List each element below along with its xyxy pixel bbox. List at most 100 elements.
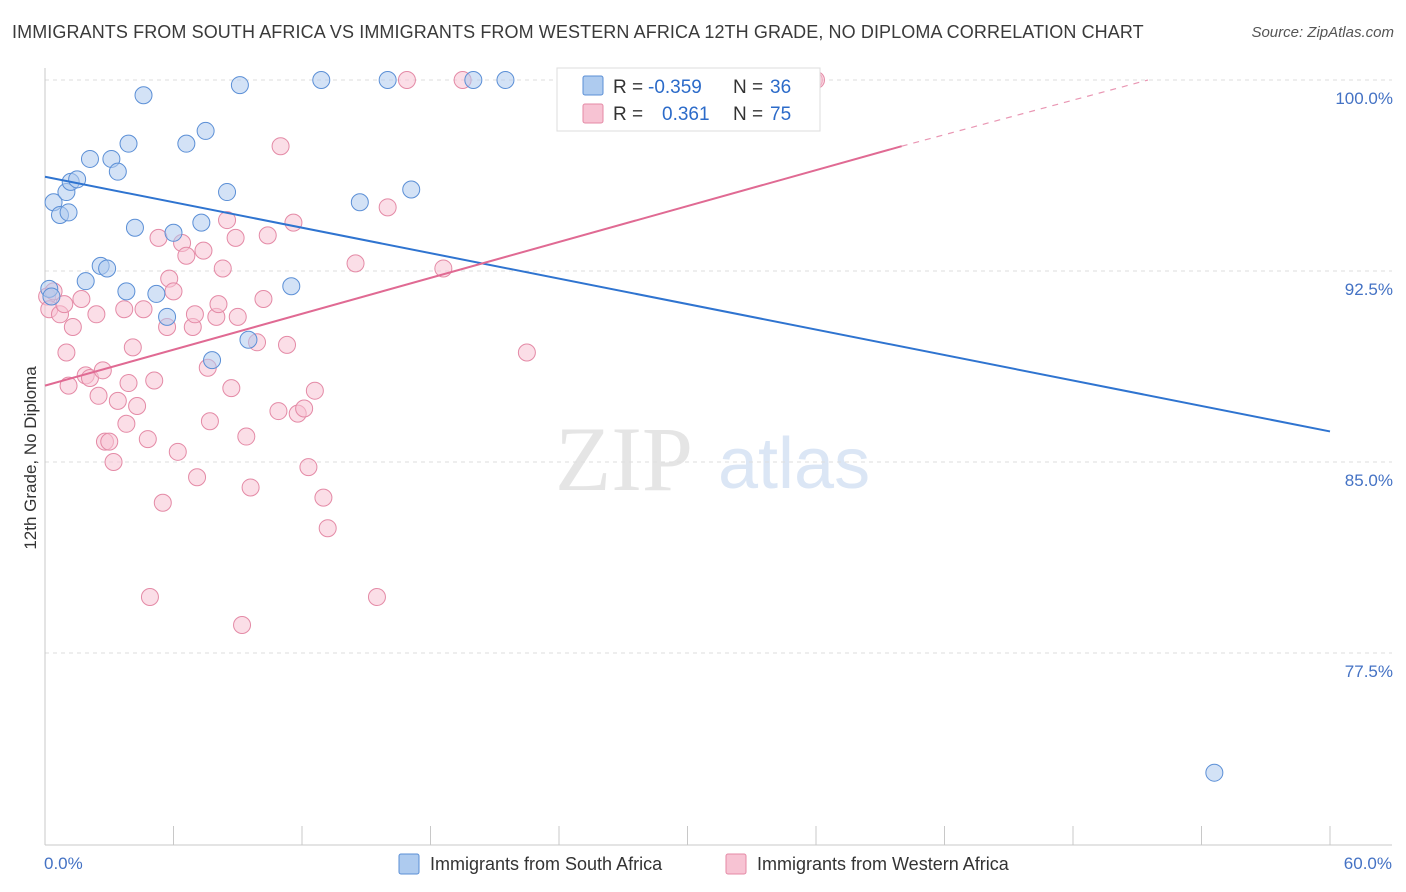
western-africa-point-70 <box>517 343 536 362</box>
y-tick-label-0: 100.0% <box>1335 89 1393 108</box>
south-africa-trend-line <box>44 175 1331 433</box>
chart-title: IMMIGRANTS FROM SOUTH AFRICA VS IMMIGRAN… <box>12 22 1144 42</box>
western-africa-point-19 <box>117 414 136 433</box>
western-africa-point-59 <box>295 399 314 418</box>
western-africa-point-32 <box>168 442 187 461</box>
south-africa-point-33 <box>464 71 483 89</box>
legend-n-label-2: N = <box>733 104 763 125</box>
south-africa-point-34 <box>496 71 515 89</box>
western-africa-point-5 <box>57 343 76 362</box>
western-africa-point-44 <box>218 211 237 230</box>
western-africa-point-21 <box>123 338 142 357</box>
y-tick-label-1: 92.5% <box>1345 280 1393 299</box>
south-africa-point-32 <box>402 180 421 199</box>
western-africa-point-54 <box>269 402 288 421</box>
south-africa-point-14 <box>117 282 136 301</box>
western-africa-point-18 <box>115 300 134 319</box>
south-africa-point-16 <box>125 218 144 237</box>
western-africa-point-56 <box>278 335 297 354</box>
western-africa-point-67 <box>397 71 416 89</box>
western-africa-point-63 <box>318 519 337 538</box>
x-tick-label-max: 60.0% <box>1344 854 1392 873</box>
south-africa-point-31 <box>378 71 397 89</box>
south-africa-point-26 <box>230 76 249 95</box>
western-africa-point-28 <box>153 493 172 512</box>
western-africa-point-24 <box>138 430 157 449</box>
south-africa-point-25 <box>218 183 237 202</box>
legend-n-value-1: 36 <box>770 77 791 98</box>
western-africa-point-27 <box>149 228 168 247</box>
legend-n-value-2: 75 <box>770 104 791 125</box>
source-credit: Source: ZipAtlas.com <box>1251 24 1394 41</box>
western-africa-points <box>38 71 825 634</box>
watermark-atlas: atlas <box>718 424 870 504</box>
gridlines <box>45 79 1392 654</box>
trend-lines <box>44 79 1331 433</box>
western-africa-point-64 <box>346 254 365 273</box>
legend-r-label-1: R = <box>613 77 643 98</box>
south-africa-point-23 <box>196 121 215 140</box>
south-africa-point-1 <box>42 287 61 306</box>
western-africa-point-52 <box>254 290 273 309</box>
western-africa-trend-line <box>44 145 902 387</box>
western-africa-point-47 <box>228 307 247 326</box>
legend-swatch-pink <box>582 103 604 124</box>
western-africa-point-38 <box>194 241 213 260</box>
western-africa-point-11 <box>87 305 106 324</box>
western-africa-point-50 <box>241 478 260 497</box>
south-africa-point-35 <box>1205 763 1224 782</box>
western-africa-point-49 <box>237 427 256 446</box>
western-africa-point-15 <box>100 432 119 451</box>
bottom-legend-swatch-blue <box>398 853 420 875</box>
south-africa-point-24 <box>203 351 222 370</box>
south-africa-point-22 <box>192 213 211 232</box>
south-africa-point-8 <box>76 272 95 291</box>
western-africa-point-7 <box>63 318 82 337</box>
bottom-legend-label-western-africa: Immigrants from Western Africa <box>757 854 1010 874</box>
western-africa-point-25 <box>140 587 159 606</box>
western-africa-point-43 <box>213 259 232 278</box>
south-africa-point-9 <box>80 149 99 168</box>
western-africa-point-37 <box>188 468 207 487</box>
south-africa-point-5 <box>59 203 78 222</box>
western-africa-point-42 <box>209 295 228 314</box>
western-africa-point-22 <box>128 396 147 415</box>
western-africa-point-23 <box>134 300 153 319</box>
axes <box>44 68 1392 846</box>
y-axis-label: 12th Grade, No Diploma <box>21 366 40 550</box>
south-africa-point-15 <box>119 134 138 153</box>
y-tick-label-2: 85.0% <box>1345 471 1393 490</box>
south-africa-point-30 <box>350 193 369 212</box>
south-africa-point-29 <box>312 71 331 89</box>
legend-r-label-2: R = <box>613 104 643 125</box>
legend-r-value-1: -0.359 <box>648 77 702 98</box>
correlation-legend: R = -0.359 N = 36 R = 0.361 N = 75 <box>556 67 821 132</box>
western-africa-point-17 <box>108 391 127 410</box>
y-tick-label-3: 77.5% <box>1345 662 1393 681</box>
western-africa-point-48 <box>233 615 252 634</box>
south-africa-point-19 <box>158 307 177 326</box>
western-africa-point-65 <box>367 587 386 606</box>
watermark: ZIP atlas <box>555 408 870 510</box>
western-africa-point-61 <box>305 381 324 400</box>
western-africa-point-26 <box>145 371 164 390</box>
western-africa-point-57 <box>284 213 303 232</box>
western-africa-point-20 <box>119 374 138 393</box>
legend-swatch-blue <box>582 75 604 96</box>
south-africa-point-13 <box>108 162 127 181</box>
western-africa-point-40 <box>200 412 219 431</box>
south-africa-point-20 <box>164 223 183 242</box>
western-africa-point-31 <box>164 282 183 301</box>
south-africa-point-21 <box>177 134 196 153</box>
legend-n-label-1: N = <box>733 77 763 98</box>
watermark-zip: ZIP <box>555 408 693 510</box>
south-africa-point-27 <box>239 330 258 349</box>
western-africa-point-6 <box>59 376 78 395</box>
bottom-legend-label-south-africa: Immigrants from South Africa <box>430 854 663 874</box>
y-tick-labels: 100.0% 92.5% 85.0% 77.5% <box>1335 89 1393 681</box>
western-africa-point-12 <box>89 386 108 405</box>
south-africa-point-28 <box>282 277 301 296</box>
south-africa-point-11 <box>98 259 117 278</box>
western-africa-point-60 <box>299 458 318 477</box>
western-africa-point-16 <box>104 453 123 471</box>
